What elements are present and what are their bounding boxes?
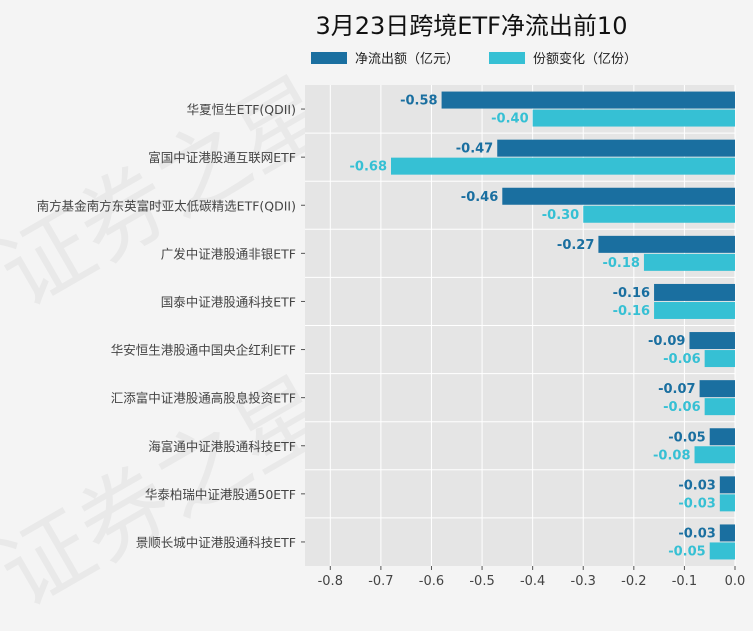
bar-outflow	[441, 91, 735, 109]
x-tick-label: -0.1	[672, 574, 697, 589]
data-label: -0.06	[663, 352, 700, 367]
legend-swatch	[311, 51, 347, 64]
bar-share-change	[704, 350, 735, 368]
bar-outflow	[654, 283, 735, 301]
bar-share-change	[391, 157, 735, 175]
data-label: -0.03	[678, 526, 715, 541]
bar-outflow	[699, 380, 735, 398]
bar-share-change	[719, 494, 735, 512]
data-label: -0.18	[602, 256, 639, 271]
bar-outflow	[502, 187, 735, 205]
bar-share-change	[643, 253, 735, 271]
data-label: -0.09	[648, 334, 685, 349]
bar-outflow	[719, 524, 735, 542]
y-tick-label: 富国中证港股通互联网ETF	[148, 150, 296, 165]
x-tick-label: -0.7	[368, 574, 393, 589]
bar-chart: -0.8 -0.7 -0.6 -0.5 -0.4 -0.3 -0.2 -0.1 0.0 华夏恒生E…	[37, 85, 746, 589]
y-tick-label: 华泰柏瑞中证港股通50ETF	[145, 487, 296, 502]
data-label: -0.16	[613, 304, 650, 319]
bar-outflow	[689, 332, 735, 350]
bar-outflow	[719, 476, 735, 494]
data-label: -0.47	[456, 142, 493, 157]
legend-item-outflow: 净流出额（亿元）	[311, 48, 459, 67]
data-label: -0.08	[653, 448, 690, 463]
y-tick-label: 华夏恒生ETF(QDII)	[187, 102, 296, 117]
x-tick-label: -0.6	[419, 574, 444, 589]
data-label: -0.16	[613, 286, 650, 301]
x-tick-label: -0.8	[318, 574, 343, 589]
bar-share-change	[583, 205, 735, 223]
data-label: -0.06	[663, 400, 700, 415]
y-tick-label: 国泰中证港股通科技ETF	[161, 294, 296, 309]
x-tick-label: -0.5	[469, 574, 494, 589]
x-tick-label: -0.4	[520, 574, 545, 589]
data-label: -0.07	[658, 382, 695, 397]
bar-outflow	[497, 139, 735, 157]
x-tick-label: -0.3	[571, 574, 596, 589]
data-label: -0.40	[491, 112, 528, 127]
bar-share-change	[694, 446, 735, 464]
legend-label: 份额变化（亿份）	[533, 52, 638, 67]
data-label: -0.05	[668, 544, 705, 559]
data-label: -0.46	[461, 190, 498, 205]
legend-swatch	[489, 51, 525, 64]
data-label: -0.03	[678, 478, 715, 493]
y-tick-label: 广发中证港股通非银ETF	[161, 246, 296, 261]
bar-outflow	[598, 235, 735, 253]
y-tick-label: 景顺长城中证港股通科技ETF	[136, 535, 296, 550]
legend-label: 净流出额（亿元）	[355, 52, 460, 67]
data-label: -0.27	[557, 238, 594, 253]
bar-share-change	[654, 301, 735, 319]
data-label: -0.05	[668, 430, 705, 445]
x-tick-label: -0.2	[621, 574, 646, 589]
y-tick-label: 华安恒生港股通中国央企红利ETF	[111, 343, 296, 358]
data-label: -0.68	[350, 160, 387, 175]
y-tick-label: 南方基金南方东英富时亚太低碳精选ETF(QDII)	[37, 198, 296, 213]
data-label: -0.30	[542, 208, 579, 223]
data-label: -0.03	[678, 496, 715, 511]
bar-outflow	[709, 428, 735, 446]
bar-share-change	[704, 398, 735, 416]
legend-item-share-change: 份额变化（亿份）	[489, 48, 637, 67]
y-tick-label: 海富通中证港股通科技ETF	[148, 439, 296, 454]
data-label: -0.58	[400, 94, 437, 109]
chart-title: 3月23日跨境ETF净流出前10	[315, 12, 628, 40]
bar-share-change	[532, 109, 735, 127]
x-tick-label: 0.0	[725, 574, 746, 589]
bar-share-change	[709, 542, 735, 560]
y-tick-label: 汇添富中证港股通高股息投资ETF	[111, 391, 296, 406]
